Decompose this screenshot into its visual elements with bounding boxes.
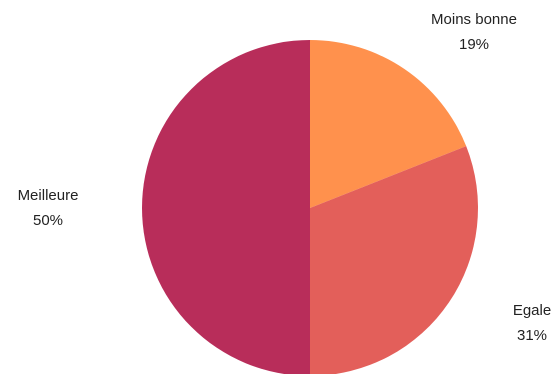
pie-slice-egale [310, 146, 478, 374]
slice-value-label: 19% [459, 36, 489, 53]
pie-slice-moins-bonne [310, 40, 467, 208]
slice-label: Meilleure [18, 187, 79, 204]
slice-label: Moins bonne [431, 11, 517, 28]
slice-label: Egale [513, 302, 551, 319]
pie-slice-meilleure [142, 40, 310, 374]
slice-value-label: 31% [517, 327, 547, 344]
pie-labels: Moins bonne 19% Egale 31% Meilleure 50% [18, 11, 552, 344]
slice-value-label: 50% [33, 212, 63, 229]
pie-slices [142, 40, 478, 374]
